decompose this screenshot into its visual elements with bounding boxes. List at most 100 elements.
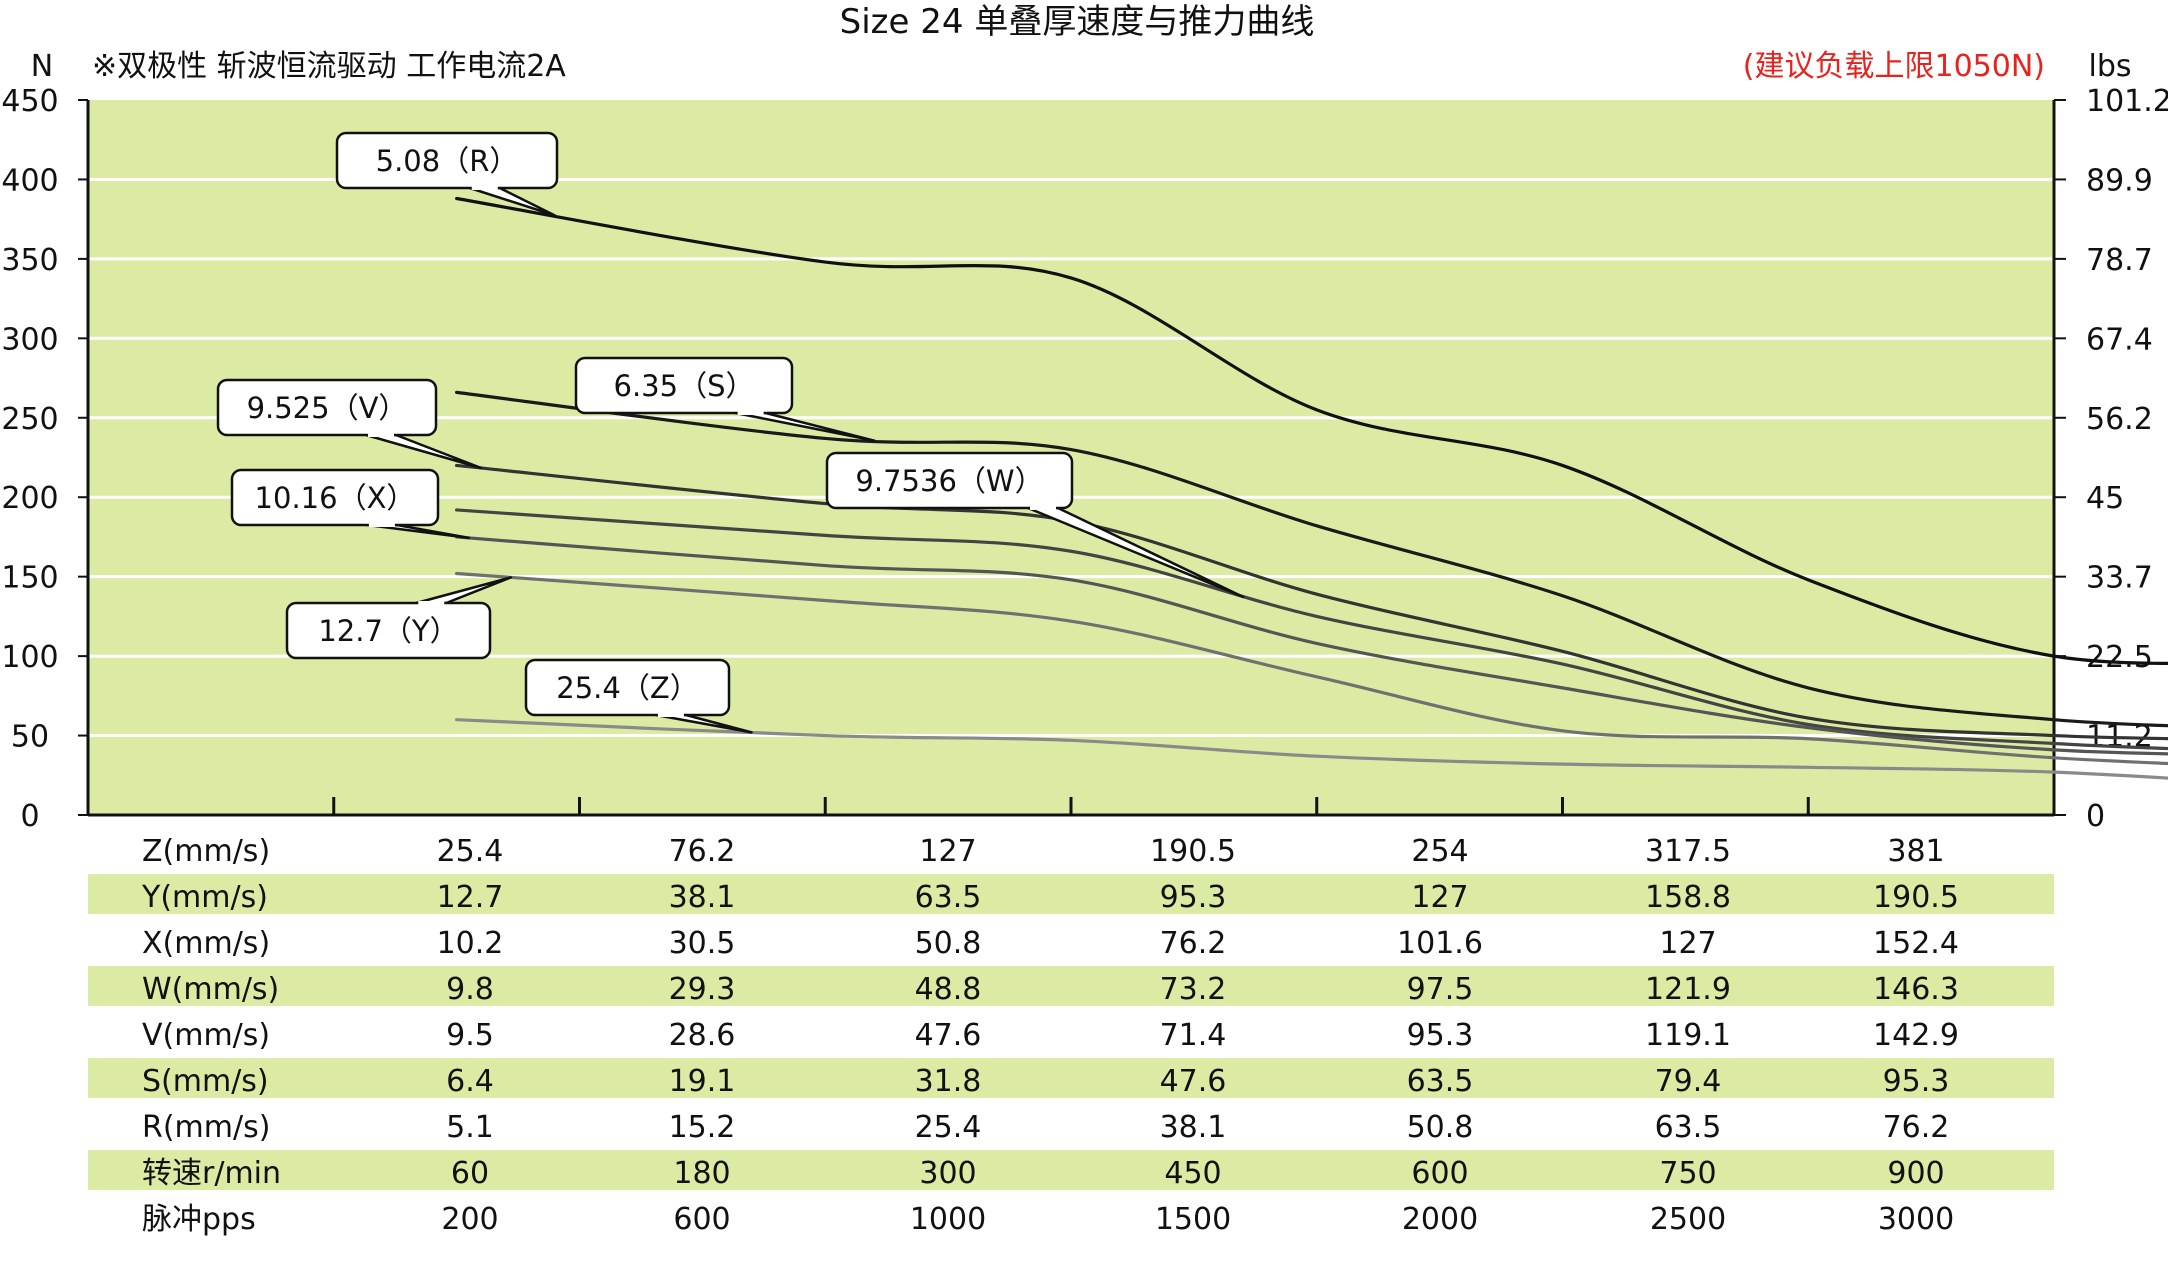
data-table: Z(mm/s) 25.4 76.2 127 190.5 254 317.5 381 Y(mm/s… [88, 834, 2054, 1237]
left-tick-label: 450 [1, 84, 58, 119]
table-cell: 38.1 [669, 880, 736, 915]
table-cell: 97.5 [1407, 972, 1474, 1007]
table-cell: 152.4 [1873, 926, 1959, 961]
table-cell: 60 [451, 1156, 489, 1191]
table-cell: 25.4 [437, 834, 504, 869]
table-cell: 127 [919, 834, 976, 869]
right-tick-label: 56.2 [2086, 402, 2153, 437]
table-row-label: Y(mm/s) [141, 880, 268, 915]
right-tick-label: 78.7 [2086, 243, 2153, 278]
table-row-label: V(mm/s) [142, 1018, 270, 1053]
table-cell: 76.2 [1160, 926, 1227, 961]
left-tick-label: 50 [11, 720, 49, 755]
right-axis-unit: lbs [2088, 49, 2131, 84]
table-cell: 29.3 [669, 972, 736, 1007]
table-cell: 142.9 [1873, 1018, 1959, 1053]
callout-box [230, 468, 440, 527]
table-cell: 95.3 [1883, 1064, 1950, 1099]
left-tick-label: 0 [20, 799, 39, 834]
table-cell: 95.3 [1407, 1018, 1474, 1053]
table-row-band [88, 874, 2054, 914]
table-cell: 25.4 [915, 1110, 982, 1145]
table-cell: 76.2 [1883, 1110, 1950, 1145]
series-callouts: 5.08（R） 6.35（S） 9.525（V） 9.7536（W） 10.16（X） 1… [216, 131, 1245, 734]
right-tick-label: 45 [2086, 481, 2124, 516]
table-cell: 900 [1887, 1156, 1944, 1191]
callout-box [216, 378, 438, 437]
table-cell: 300 [919, 1156, 976, 1191]
table-cell: 48.8 [915, 972, 982, 1007]
callout-box [574, 356, 794, 415]
table-cell: 6.4 [446, 1064, 494, 1099]
table-cell: 73.2 [1160, 972, 1227, 1007]
table-cell: 127 [1411, 880, 1468, 915]
table-cell: 254 [1411, 834, 1468, 869]
table-cell: 63.5 [1655, 1110, 1722, 1145]
load-limit-note: (建议负载上限1050N) [1743, 49, 2045, 84]
left-axis-unit: N [31, 49, 53, 84]
callout-box [825, 451, 1074, 510]
callout-label: 5.08（R） [376, 144, 519, 178]
table-cell: 190.5 [1873, 880, 1959, 915]
left-tick-label: 400 [1, 163, 58, 198]
series-line [455, 463, 2168, 741]
table-cell: 101.6 [1397, 926, 1483, 961]
table-row-band [88, 966, 2054, 1006]
callout-box [335, 131, 559, 190]
table-row-band [88, 1058, 2054, 1098]
right-tick-label: 101.2 [2086, 84, 2168, 119]
callout-label: 10.16（X） [255, 481, 416, 515]
right-tick-label: 33.7 [2086, 561, 2153, 596]
table-cell: 9.5 [446, 1018, 494, 1053]
table-cell: 15.2 [669, 1110, 736, 1145]
table-cell: 119.1 [1645, 1018, 1731, 1053]
table-cell: 180 [673, 1156, 730, 1191]
series-line [455, 718, 2168, 780]
series-line [455, 571, 2168, 766]
table-cell: 600 [673, 1202, 730, 1237]
table-cell: 30.5 [669, 926, 736, 961]
table-cell: 190.5 [1150, 834, 1236, 869]
table-cell: 146.3 [1873, 972, 1959, 1007]
left-tick-label: 350 [1, 243, 58, 278]
table-cell: 317.5 [1645, 834, 1731, 869]
table-row-label: 脉冲pps [142, 1202, 256, 1237]
chart-note: ※双极性 斩波恒流驱动 工作电流2A [92, 49, 566, 84]
left-tick-label: 150 [1, 561, 58, 596]
table-cell: 47.6 [1160, 1064, 1227, 1099]
table-row-label: Z(mm/s) [142, 834, 270, 869]
right-tick-label: 22.5 [2086, 640, 2153, 675]
table-cell: 450 [1164, 1156, 1221, 1191]
table-cell: 79.4 [1655, 1064, 1722, 1099]
table-row-label: X(mm/s) [142, 926, 270, 961]
table-cell: 95.3 [1160, 880, 1227, 915]
table-cell: 1000 [910, 1202, 986, 1237]
table-cell: 600 [1411, 1156, 1468, 1191]
table-row-label: S(mm/s) [142, 1064, 269, 1099]
left-tick-label: 100 [1, 640, 58, 675]
table-cell: 50.8 [1407, 1110, 1474, 1145]
table-cell: 5.1 [446, 1110, 494, 1145]
left-tick-label: 200 [1, 481, 58, 516]
right-tick-label: 67.4 [2086, 322, 2153, 357]
callout-label: 25.4（Z） [556, 671, 698, 705]
series-lines [455, 196, 2168, 780]
callout-label: 6.35（S） [614, 369, 755, 403]
table-cell: 121.9 [1645, 972, 1731, 1007]
table-cell: 10.2 [437, 926, 504, 961]
table-cell: 38.1 [1160, 1110, 1227, 1145]
axes [78, 99, 2066, 817]
callout-label: 9.7536（W） [855, 464, 1043, 498]
table-cell: 158.8 [1645, 880, 1731, 915]
left-tick-label: 300 [1, 322, 58, 357]
chart-title: Size 24 单叠厚速度与推力曲线 [840, 2, 1315, 42]
table-cell: 200 [441, 1202, 498, 1237]
table-row-label: R(mm/s) [142, 1110, 270, 1145]
table-row-label: 转速r/min [142, 1156, 281, 1191]
table-cell: 28.6 [669, 1018, 736, 1053]
callout-label: 12.7（Y） [318, 614, 458, 648]
table-cell: 1500 [1155, 1202, 1231, 1237]
callout-box [524, 658, 731, 717]
series-line [455, 508, 2168, 751]
table-cell: 47.6 [915, 1018, 982, 1053]
